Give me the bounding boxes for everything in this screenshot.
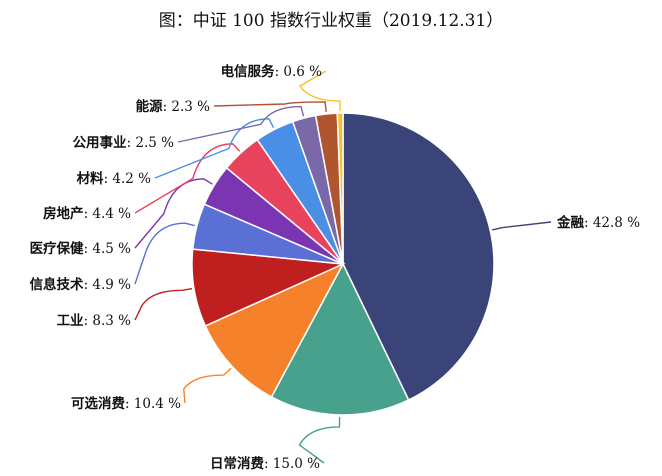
slice-label-consumer-staples: 日常消费: 15.0 %: [210, 455, 320, 472]
slice-value: : 4.5 %: [84, 241, 132, 257]
slice-label-financials: 金融: 42.8 %: [556, 214, 640, 231]
slice-category: 公用事业: [73, 134, 127, 151]
chart-title: 图：中证 100 指数行业权重（2019.12.31）: [158, 11, 504, 31]
slice-category: 信息技术: [30, 276, 84, 293]
slice-value: : 42.8 %: [584, 215, 640, 231]
slice-value: : 8.3 %: [84, 313, 132, 329]
slice-category: 医疗保健: [30, 240, 84, 257]
leader-line-financials: [491, 221, 552, 231]
slice-label-health-care: 医疗保健: 4.5 %: [30, 240, 132, 257]
slice-category: 金融: [556, 214, 585, 231]
slice-label-information-technology: 信息技术: 4.9 %: [30, 276, 132, 293]
leader-line-telecom-services: [298, 70, 341, 112]
leader-line-consumer-staples: [298, 416, 341, 464]
slice-category: 材料: [77, 170, 104, 187]
slice-category: 房地产: [43, 205, 84, 222]
leader-line-health-care: [134, 178, 213, 249]
slice-value: : 4.4 %: [84, 206, 132, 222]
slice-value: : 2.5 %: [127, 135, 175, 151]
slice-label-telecom-services: 电信服务: 0.6 %: [221, 63, 323, 80]
pie-slice-consumer-discretionary: [204, 262, 345, 398]
pie-slice-consumer-staples: [270, 262, 410, 416]
leader-line-materials: [154, 118, 275, 179]
slice-label-energy: 能源: 2.3 %: [136, 98, 211, 115]
leader-line-real-estate: [134, 143, 241, 214]
slice-label-utilities: 公用事业: 2.5 %: [73, 134, 175, 151]
slice-value: : 15.0 %: [264, 456, 320, 472]
slice-label-consumer-discretionary: 可选消费: 10.4 %: [71, 395, 181, 412]
slice-label-real-estate: 房地产: 4.4 %: [43, 205, 131, 222]
slice-label-industrials: 工业: 8.3 %: [57, 313, 132, 329]
slice-label-materials: 材料: 4.2 %: [77, 170, 152, 187]
pie-slice-financials: [342, 112, 495, 401]
slice-value: : 4.2 %: [104, 171, 152, 187]
leader-line-consumer-discretionary: [183, 367, 232, 404]
slice-value: : 4.9 %: [84, 277, 132, 293]
slice-category: 能源: [136, 98, 163, 115]
slice-category: 工业: [57, 313, 84, 329]
slice-value: : 10.4 %: [125, 396, 181, 412]
slice-category: 电信服务: [221, 63, 275, 80]
leader-line-industrials: [134, 287, 193, 321]
slice-value: : 2.3 %: [163, 99, 211, 115]
pie-slice-telecom-services: [336, 112, 344, 265]
leader-line-utilities: [177, 105, 305, 143]
leader-line-energy: [213, 101, 327, 113]
slice-category: 可选消费: [71, 395, 125, 412]
leader-line-information-technology: [134, 222, 196, 285]
slice-value: : 0.6 %: [275, 64, 323, 80]
slice-category: 日常消费: [210, 455, 264, 472]
